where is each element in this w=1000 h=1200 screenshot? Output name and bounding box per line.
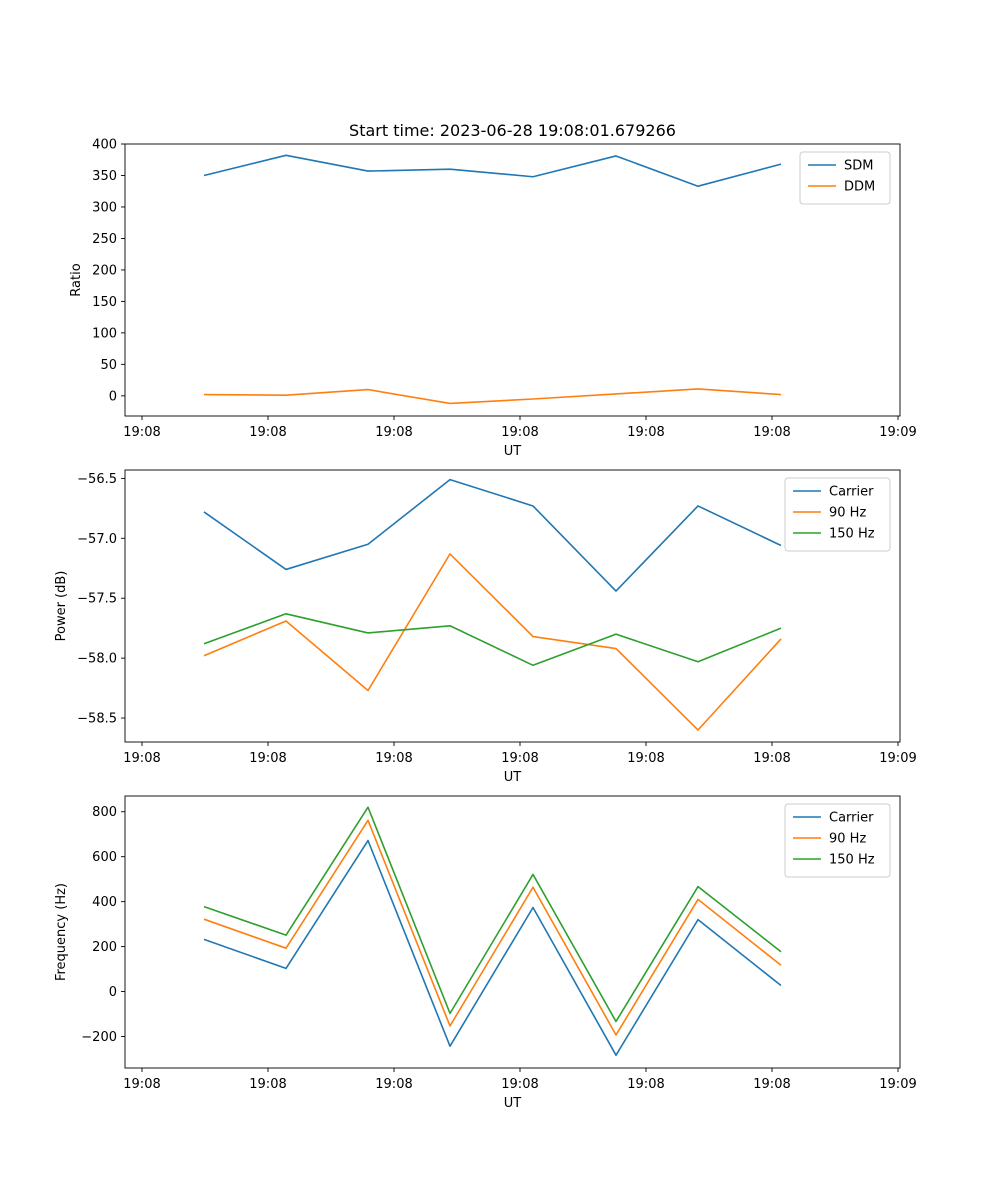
x-tick-label: 19:08	[123, 1077, 160, 1092]
y-tick-label: 0	[109, 389, 117, 404]
y-tick-label: 150	[92, 295, 117, 310]
y-axis-label: Frequency (Hz)	[54, 883, 69, 981]
x-tick-label: 19:09	[879, 751, 916, 766]
x-tick-label: 19:08	[627, 751, 664, 766]
x-tick-label: 19:08	[627, 1077, 664, 1092]
y-tick-label: 600	[92, 850, 117, 865]
axes-frame	[124, 469, 901, 743]
y-tick-label: 300	[92, 200, 117, 215]
y-tick-label: 800	[92, 805, 117, 820]
series-line-carrier	[203, 478, 782, 592]
y-tick-label: −58.0	[77, 652, 117, 667]
x-tick-label: 19:08	[375, 425, 412, 440]
legend-label: 90 Hz	[829, 506, 866, 521]
y-tick-label: 0	[109, 985, 117, 1000]
y-tick-label: −57.5	[77, 592, 117, 607]
axes-frame	[124, 143, 901, 417]
series-line-150-hz	[203, 806, 782, 1023]
y-tick-label: 400	[92, 138, 117, 153]
x-tick-label: 19:08	[375, 751, 412, 766]
x-axis-label: UT	[504, 770, 522, 785]
series-line-90-hz	[203, 553, 782, 731]
x-tick-label: 19:09	[879, 1077, 916, 1092]
y-tick-label: 400	[92, 895, 117, 910]
x-tick-label: 19:08	[501, 751, 538, 766]
y-axis-label: Power (dB)	[54, 571, 69, 642]
y-tick-label: −58.5	[77, 712, 117, 727]
y-tick-label: −57.0	[77, 532, 117, 547]
y-tick-label: 250	[92, 232, 117, 247]
y-tick-label: 200	[92, 940, 117, 955]
y-tick-label: 200	[92, 263, 117, 278]
legend-label: SDM	[844, 159, 873, 174]
legend-label: Carrier	[829, 485, 874, 500]
x-axis-label: UT	[504, 444, 522, 459]
x-tick-label: 19:08	[249, 425, 286, 440]
x-tick-label: 19:08	[249, 1077, 286, 1092]
legend: SDM DDM	[799, 151, 891, 205]
legend: Carrier 90 Hz 150 Hz	[784, 803, 891, 878]
x-tick-label: 19:08	[753, 425, 790, 440]
x-tick-label: 19:08	[123, 751, 160, 766]
x-tick-label: 19:08	[501, 1077, 538, 1092]
legend-label: Carrier	[829, 811, 874, 826]
series-line-carrier	[203, 839, 782, 1056]
y-tick-label: 100	[92, 326, 117, 341]
legend-label: 90 Hz	[829, 832, 866, 847]
x-tick-label: 19:08	[375, 1077, 412, 1092]
subplot-3: −200 0 200 400 600 800 19:08 19:08 19:08 19:08 19:…	[54, 795, 917, 1111]
x-tick-label: 19:08	[753, 751, 790, 766]
y-axis-label: Ratio	[69, 263, 84, 296]
x-tick-label: 19:08	[627, 425, 664, 440]
x-tick-label: 19:08	[249, 751, 286, 766]
x-axis-label: UT	[504, 1096, 522, 1111]
subplot-2: −58.5 −58.0 −57.5 −57.0 −56.5 19:08 19:08 19:08…	[54, 469, 917, 785]
subplot-1: 0 50 100 150 200 250 300 350 400 19:08 19:08 19:08 1…	[69, 121, 917, 459]
series-line-90-hz	[203, 819, 782, 1036]
series-line-ddm	[203, 388, 782, 405]
x-tick-label: 19:08	[123, 425, 160, 440]
axes-frame	[124, 795, 901, 1069]
legend-label: DDM	[844, 180, 875, 195]
x-tick-label: 19:08	[753, 1077, 790, 1092]
y-tick-label: 50	[100, 358, 117, 373]
legend-label: 150 Hz	[829, 527, 875, 542]
legend: Carrier 90 Hz 150 Hz	[784, 477, 891, 552]
y-tick-label: −200	[81, 1030, 117, 1045]
y-tick-label: 350	[92, 169, 117, 184]
legend-label: 150 Hz	[829, 853, 875, 868]
chart-title: Start time: 2023-06-28 19:08:01.679266	[349, 121, 676, 140]
x-tick-label: 19:08	[501, 425, 538, 440]
series-line-sdm	[203, 154, 782, 187]
x-tick-label: 19:09	[879, 425, 916, 440]
y-tick-label: −56.5	[77, 472, 117, 487]
series-line-150-hz	[203, 612, 782, 667]
